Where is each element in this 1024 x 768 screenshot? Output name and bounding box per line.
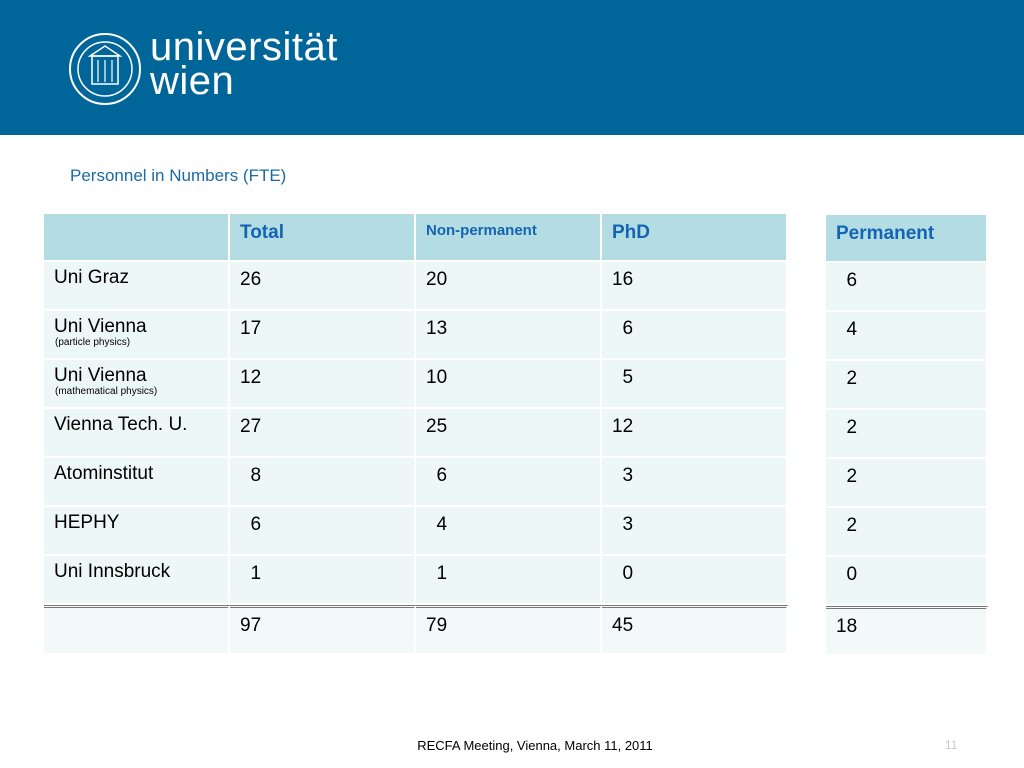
footer-text: RECFA Meeting, Vienna, March 11, 2011 bbox=[417, 738, 653, 753]
total-cell: 1 bbox=[230, 556, 416, 605]
total-cell: 26 bbox=[230, 262, 416, 311]
header-blank bbox=[44, 214, 230, 262]
non-permanent-cell: 1 bbox=[416, 556, 602, 605]
institution-name: Vienna Tech. U. bbox=[44, 409, 230, 458]
table-row: 6 bbox=[826, 263, 988, 312]
institution-name: Uni Innsbruck bbox=[44, 556, 230, 605]
institution-name: Uni Vienna (particle physics) bbox=[44, 311, 230, 360]
total-cell: 17 bbox=[230, 311, 416, 360]
total-cell: 27 bbox=[230, 409, 416, 458]
phd-cell: 6 bbox=[602, 311, 788, 360]
table-row: Uni Innsbruck 1 1 0 bbox=[44, 556, 788, 605]
table-row: Uni Vienna (particle physics) 17 13 6 bbox=[44, 311, 788, 360]
permanent-cell: 2 bbox=[826, 410, 988, 459]
table-row: Uni Graz 26 20 16 bbox=[44, 262, 788, 311]
permanent-cell: 2 bbox=[826, 361, 988, 410]
logo-line-2: wien bbox=[150, 59, 235, 103]
non-permanent-cell: 25 bbox=[416, 409, 602, 458]
non-permanent-cell: 20 bbox=[416, 262, 602, 311]
phd-cell: 16 bbox=[602, 262, 788, 311]
header-non-permanent: Non-permanent bbox=[416, 214, 602, 262]
non-permanent-cell: 4 bbox=[416, 507, 602, 556]
institution-name: HEPHY bbox=[44, 507, 230, 556]
totals-phd: 45 bbox=[602, 605, 788, 655]
permanent-table: Permanent 6 4 2 2 2 2 0 18 bbox=[826, 215, 988, 656]
page-number: 11 bbox=[945, 738, 958, 752]
table-row: 2 bbox=[826, 361, 988, 410]
non-permanent-cell: 6 bbox=[416, 458, 602, 507]
non-permanent-cell: 13 bbox=[416, 311, 602, 360]
phd-cell: 3 bbox=[602, 458, 788, 507]
table-row: Atominstitut 8 6 3 bbox=[44, 458, 788, 507]
institution-name: Uni Vienna (mathematical physics) bbox=[44, 360, 230, 409]
table-row: 2 bbox=[826, 410, 988, 459]
table-row: Uni Vienna (mathematical physics) 12 10 5 bbox=[44, 360, 788, 409]
table-header-row: Total Non-permanent PhD bbox=[44, 214, 788, 262]
university-seal-icon bbox=[69, 33, 141, 105]
permanent-cell: 4 bbox=[826, 312, 988, 361]
phd-cell: 5 bbox=[602, 360, 788, 409]
total-cell: 6 bbox=[230, 507, 416, 556]
institution-name: Atominstitut bbox=[44, 458, 230, 507]
header-banner: universität wien bbox=[0, 0, 1024, 135]
permanent-cell: 0 bbox=[826, 557, 988, 606]
permanent-cell: 2 bbox=[826, 508, 988, 557]
personnel-table: Total Non-permanent PhD Uni Graz 26 20 1… bbox=[44, 214, 788, 655]
table-row: 4 bbox=[826, 312, 988, 361]
table-row: 2 bbox=[826, 459, 988, 508]
total-cell: 12 bbox=[230, 360, 416, 409]
table-row: 0 bbox=[826, 557, 988, 606]
phd-cell: 0 bbox=[602, 556, 788, 605]
logo-line-1: universität bbox=[150, 25, 338, 69]
table-row: 2 bbox=[826, 508, 988, 557]
phd-cell: 12 bbox=[602, 409, 788, 458]
total-cell: 8 bbox=[230, 458, 416, 507]
table-row: HEPHY 6 4 3 bbox=[44, 507, 788, 556]
permanent-cell: 6 bbox=[826, 263, 988, 312]
institution-name: Uni Graz bbox=[44, 262, 230, 311]
non-permanent-cell: 10 bbox=[416, 360, 602, 409]
phd-cell: 3 bbox=[602, 507, 788, 556]
slide-title: Personnel in Numbers (FTE) bbox=[70, 166, 287, 185]
university-logo-text: universität wien bbox=[150, 25, 338, 103]
totals-label bbox=[44, 605, 230, 655]
header-permanent: Permanent bbox=[826, 215, 988, 263]
header-phd: PhD bbox=[602, 214, 788, 262]
table-row: Vienna Tech. U. 27 25 12 bbox=[44, 409, 788, 458]
header-total: Total bbox=[230, 214, 416, 262]
permanent-total: 18 bbox=[826, 606, 988, 656]
totals-total: 97 bbox=[230, 605, 416, 655]
permanent-header-row: Permanent bbox=[826, 215, 988, 263]
permanent-cell: 2 bbox=[826, 459, 988, 508]
totals-row: 97 79 45 bbox=[44, 605, 788, 655]
totals-non-permanent: 79 bbox=[416, 605, 602, 655]
totals-row: 18 bbox=[826, 606, 988, 656]
